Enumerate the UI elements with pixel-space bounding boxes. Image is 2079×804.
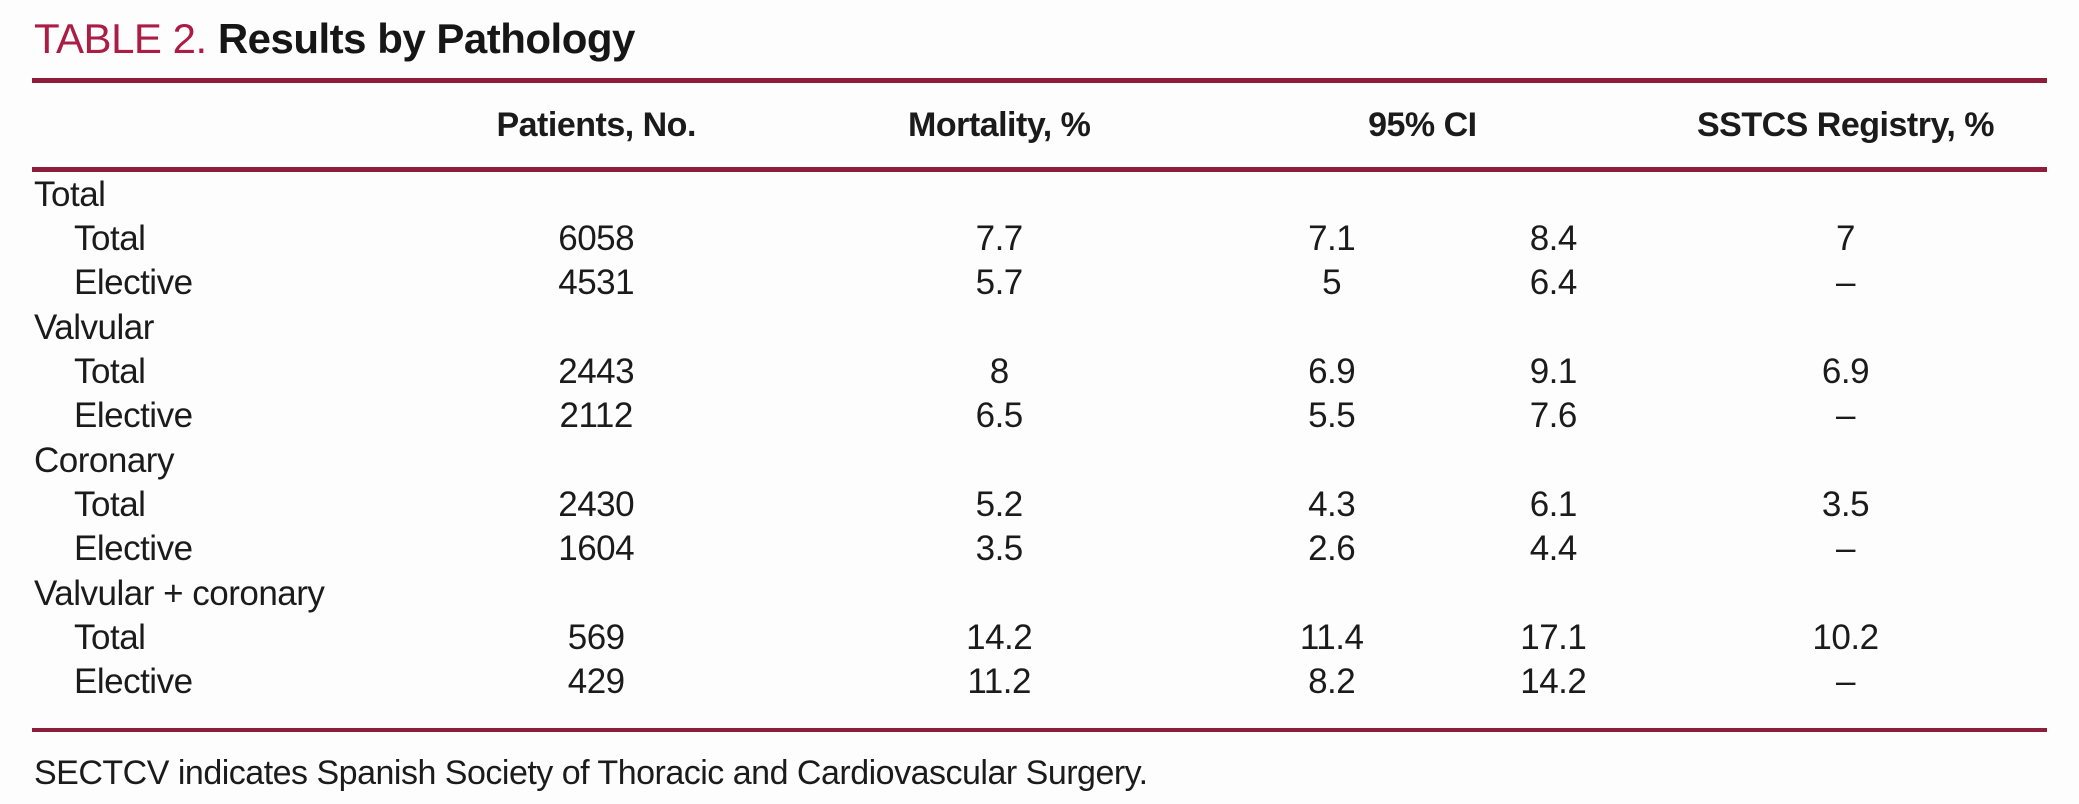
patients-cell: 2112 [559, 396, 634, 436]
row-label: Total [74, 618, 146, 658]
table-title: Results by Pathology [217, 15, 636, 62]
results-table-body: Total Total 6058 7.7 7.1 8.4 7 Elective … [32, 172, 2047, 728]
ci-low-cell: 7.1 [1308, 219, 1356, 259]
patients-cell: 429 [567, 662, 625, 702]
table-footnote: SECTCV indicates Spanish Society of Thor… [34, 754, 1148, 793]
results-table: Patients, No. Mortality, % 95% CI SSTCS … [32, 83, 2047, 167]
table-row: Elective 1604 3.5 2.6 4.4 – [32, 527, 2047, 571]
mortality-cell: 5.7 [975, 263, 1024, 303]
mortality-cell: 11.2 [967, 662, 1031, 702]
patients-cell: 569 [567, 618, 625, 658]
table-row: Valvular + coronary [32, 571, 2047, 616]
group-label: Coronary [34, 440, 174, 480]
table-row: Total [32, 172, 2047, 217]
header-row: Patients, No. Mortality, % 95% CI SSTCS … [32, 83, 2047, 167]
patients-cell: 4531 [558, 263, 635, 303]
table-row: Elective 2112 6.5 5.5 7.6 – [32, 394, 2047, 438]
ci-low-cell: 5.5 [1308, 396, 1356, 436]
table-header: Patients, No. Mortality, % 95% CI SSTCS … [32, 83, 2047, 167]
patients-cell: 6058 [558, 219, 635, 259]
group-label: Valvular + coronary [34, 573, 325, 613]
registry-cell: 10.2 [1812, 618, 1879, 658]
table-number-label: TABLE 2. [34, 15, 207, 62]
ci-low-cell: 6.9 [1308, 352, 1356, 392]
ci-low-cell: 11.4 [1299, 618, 1364, 658]
table-row: Total 2430 5.2 4.3 6.1 3.5 [32, 483, 2047, 527]
table-row: Elective 429 11.2 8.2 14.2 – [32, 660, 2047, 704]
table-caption: TABLE 2. Results by Pathology [32, 6, 2047, 78]
table-row: Coronary [32, 438, 2047, 483]
spacer-cell [32, 704, 2047, 728]
row-label: Elective [74, 662, 193, 702]
bottom-rule [32, 728, 2047, 733]
mortality-cell: 14.2 [966, 618, 1033, 658]
registry-cell: 3.5 [1821, 485, 1870, 525]
registry-cell: 6.9 [1821, 352, 1870, 392]
table-row: Valvular [32, 305, 2047, 350]
ci-low-cell: 8.2 [1308, 662, 1356, 702]
top-rule [32, 78, 2047, 84]
mortality-cell: 6.5 [975, 396, 1024, 436]
table-row: Elective 4531 5.7 5 6.4 – [32, 261, 2047, 305]
row-label: Total [74, 219, 146, 259]
registry-cell: – [1836, 529, 1855, 569]
registry-cell: – [1836, 662, 1855, 702]
ci-high-cell: 14.2 [1520, 662, 1587, 702]
header-rule [32, 167, 2047, 173]
mortality-cell: 7.7 [975, 219, 1024, 259]
ci-high-cell: 7.6 [1529, 396, 1578, 436]
ci-high-cell: 17.1 [1520, 618, 1587, 658]
ci-high-cell: 6.1 [1529, 485, 1578, 525]
mortality-cell: 3.5 [975, 529, 1024, 569]
ci-low-cell: 2.6 [1308, 529, 1356, 569]
header-ci: 95% CI [1368, 105, 1477, 144]
patients-cell: 1604 [558, 529, 635, 569]
row-label: Total [74, 352, 146, 392]
table-row: Total 6058 7.7 7.1 8.4 7 [32, 217, 2047, 261]
header-mortality: Mortality, % [908, 105, 1091, 144]
table-row-spacer [32, 704, 2047, 728]
ci-low-cell: 4.3 [1308, 485, 1356, 525]
ci-low-cell: 5 [1322, 263, 1342, 303]
ci-high-cell: 8.4 [1529, 219, 1578, 259]
row-label: Total [74, 485, 146, 525]
patients-cell: 2443 [558, 352, 635, 392]
ci-high-cell: 9.1 [1529, 352, 1578, 392]
registry-cell: – [1836, 263, 1855, 303]
table-row: Total 569 14.2 11.4 17.1 10.2 [32, 616, 2047, 660]
ci-high-cell: 6.4 [1529, 263, 1578, 303]
header-patients: Patients, No. [496, 105, 696, 144]
header-registry: SSTCS Registry, % [1697, 105, 1994, 144]
registry-cell: – [1836, 396, 1855, 436]
row-label: Elective [74, 396, 193, 436]
row-label: Elective [74, 529, 193, 569]
header-row-label [32, 83, 395, 167]
group-label: Total [34, 174, 106, 214]
patients-cell: 2430 [558, 485, 635, 525]
mortality-cell: 5.2 [975, 485, 1024, 525]
mortality-cell: 8 [989, 352, 1009, 392]
registry-cell: 7 [1836, 219, 1855, 259]
group-label: Valvular [34, 307, 154, 347]
row-label: Elective [74, 263, 193, 303]
table-row: Total 2443 8 6.9 9.1 6.9 [32, 350, 2047, 394]
ci-high-cell: 4.4 [1529, 529, 1578, 569]
